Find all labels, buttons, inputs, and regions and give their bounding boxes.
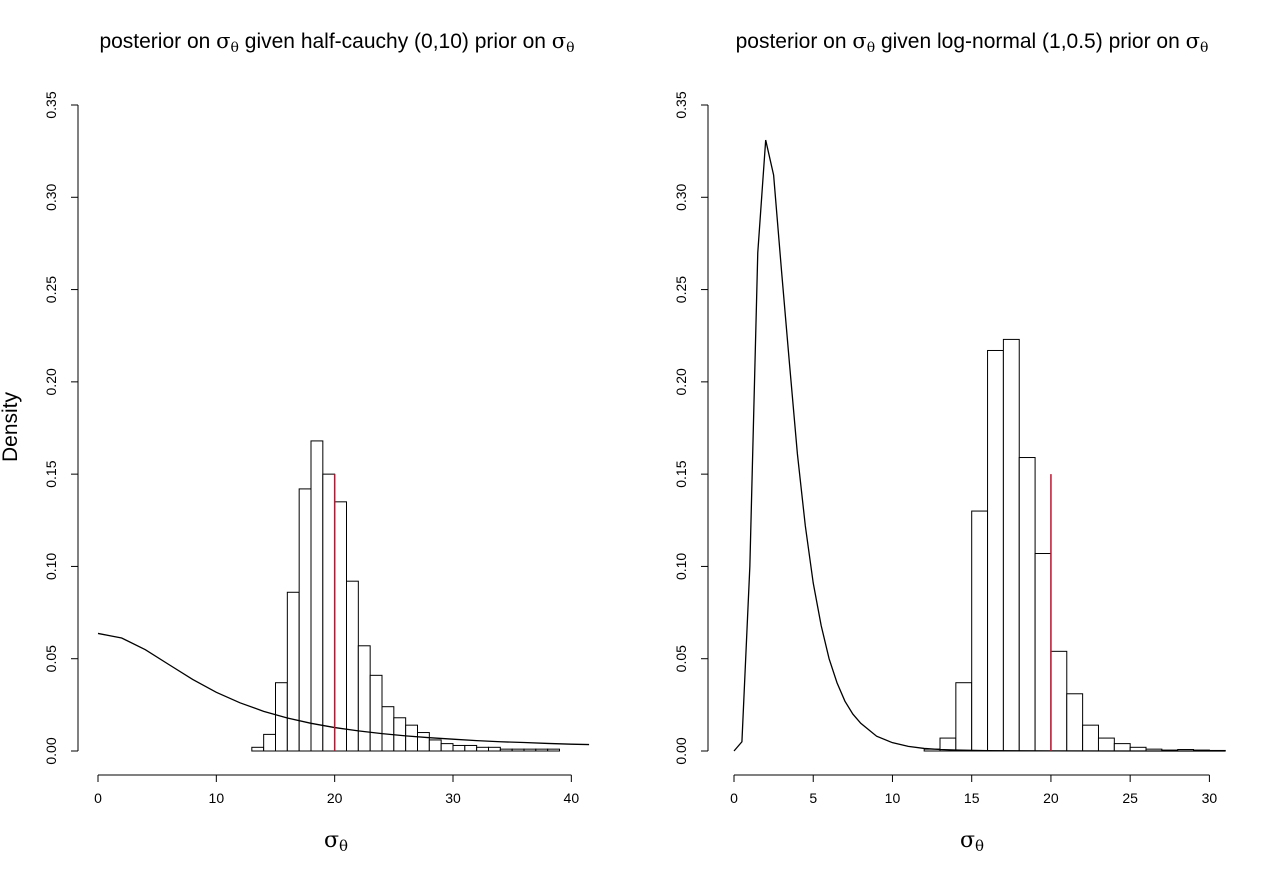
x-tick-label: 30 — [445, 790, 461, 806]
histogram-bar — [251, 746, 265, 752]
histogram-bars — [923, 338, 1226, 752]
chart-panel-log-normal: posterior on σθ given log-normal (1,0.5)… — [673, 29, 1226, 855]
y-tick-label: 0.05 — [43, 645, 59, 672]
x-tick-label: 10 — [209, 790, 225, 806]
y-tick-label: 0.30 — [43, 183, 59, 210]
y-tick-label: 0.10 — [43, 553, 59, 580]
histogram-bar — [405, 724, 419, 752]
histogram-bar — [440, 743, 454, 752]
y-axis-label: Density — [0, 391, 22, 462]
x-tick-label: 10 — [885, 790, 901, 806]
title-middle: given half-cauchy (0,10) prior on — [239, 30, 552, 53]
histogram-bar — [357, 645, 371, 752]
x-tick-label: 25 — [1122, 790, 1138, 806]
histogram-bar — [971, 510, 989, 752]
y-tick-label: 0.25 — [673, 276, 689, 303]
histogram-bar — [547, 748, 560, 752]
histogram-bar — [1082, 724, 1099, 752]
y-tick-label: 0.10 — [673, 553, 689, 580]
y-tick-label: 0.20 — [673, 368, 689, 395]
histogram-bar — [488, 746, 501, 752]
histogram-bar — [369, 674, 383, 752]
x-axis: 0 10 20 30 40 — [94, 774, 580, 806]
histogram-bar — [310, 440, 324, 752]
histogram-bar — [263, 733, 277, 752]
histogram-bar — [987, 349, 1004, 752]
title-sigma-2-subscript: θ — [1200, 40, 1208, 56]
y-tick-label: 0.00 — [673, 737, 689, 764]
histogram-bar — [955, 682, 973, 752]
title-sigma-subscript: θ — [231, 40, 239, 56]
x-label-sigma: σ — [960, 828, 975, 853]
x-label-subscript: θ — [975, 837, 984, 855]
prior-density-curve — [733, 139, 1226, 752]
histogram-bar — [381, 706, 395, 752]
histogram-bar — [535, 748, 549, 752]
y-tick-label: 0.30 — [673, 183, 689, 210]
histogram-bar — [499, 748, 513, 752]
x-tick-label: 5 — [809, 790, 817, 806]
x-tick-label: 20 — [1043, 790, 1059, 806]
histogram-bar — [298, 488, 312, 752]
histogram-bar — [346, 580, 359, 752]
histogram-bar — [334, 501, 348, 752]
x-axis-label: σθ — [960, 828, 984, 855]
x-axis-label: σθ — [324, 828, 348, 855]
histogram-bar — [1066, 693, 1084, 752]
histogram-bar — [511, 748, 525, 752]
histogram-bar — [476, 746, 490, 752]
histogram-bar — [1097, 737, 1115, 752]
y-axis: 0.00 0.05 0.10 0.15 0.20 0.25 0.30 0.35 — [43, 91, 79, 765]
y-tick-label: 0.35 — [43, 91, 59, 118]
title-middle: given log-normal (1,0.5) prior on — [875, 30, 1185, 53]
histogram-bar — [322, 473, 336, 752]
y-tick-label: 0.25 — [43, 276, 59, 303]
title-sigma-2: σ — [552, 29, 566, 53]
title-sigma: σ — [852, 29, 866, 53]
y-tick-label: 0.20 — [43, 368, 59, 395]
x-tick-label: 0 — [94, 790, 102, 806]
title-prefix: posterior on — [99, 30, 216, 53]
histogram-bars — [251, 440, 560, 752]
histogram-bar — [452, 744, 466, 752]
y-axis: 0.00 0.05 0.10 0.15 0.20 0.25 0.30 0.35 — [673, 91, 709, 765]
histogram-bar — [523, 748, 537, 752]
histogram-bar — [1018, 457, 1036, 752]
x-tick-label: 20 — [327, 790, 343, 806]
histogram-bar — [417, 732, 430, 752]
title-sigma-subscript: θ — [867, 40, 875, 56]
y-tick-label: 0.35 — [673, 91, 689, 118]
title-prefix: posterior on — [736, 30, 853, 53]
x-label-subscript: θ — [339, 837, 348, 855]
x-tick-label: 0 — [730, 790, 738, 806]
y-tick-label: 0.00 — [43, 737, 59, 764]
chart-panel-half-cauchy: posterior on σθ given half-cauchy (0,10)… — [43, 29, 590, 855]
histogram-bar — [1113, 743, 1131, 752]
x-tick-label: 40 — [564, 790, 580, 806]
histogram-bar — [1002, 338, 1020, 752]
x-axis: 0 5 10 15 20 25 30 — [730, 774, 1218, 806]
x-tick-label: 30 — [1202, 790, 1218, 806]
y-tick-label: 0.05 — [673, 645, 689, 672]
histogram-bar — [464, 744, 478, 752]
y-tick-label: 0.15 — [43, 460, 59, 487]
title-sigma: σ — [216, 29, 230, 53]
title-sigma-2-subscript: θ — [566, 40, 574, 56]
x-tick-label: 15 — [964, 790, 980, 806]
chart-title: posterior on σθ given log-normal (1,0.5)… — [736, 29, 1209, 56]
histogram-bar — [286, 591, 300, 752]
prior-density-curve — [97, 632, 590, 746]
histogram-bar — [1034, 553, 1052, 752]
histogram-bar — [1050, 650, 1068, 752]
title-sigma-2: σ — [1186, 29, 1200, 53]
chart-title: posterior on σθ given half-cauchy (0,10)… — [99, 29, 574, 56]
y-tick-label: 0.15 — [673, 460, 689, 487]
x-label-sigma: σ — [324, 828, 339, 853]
histogram-bar — [428, 739, 442, 752]
